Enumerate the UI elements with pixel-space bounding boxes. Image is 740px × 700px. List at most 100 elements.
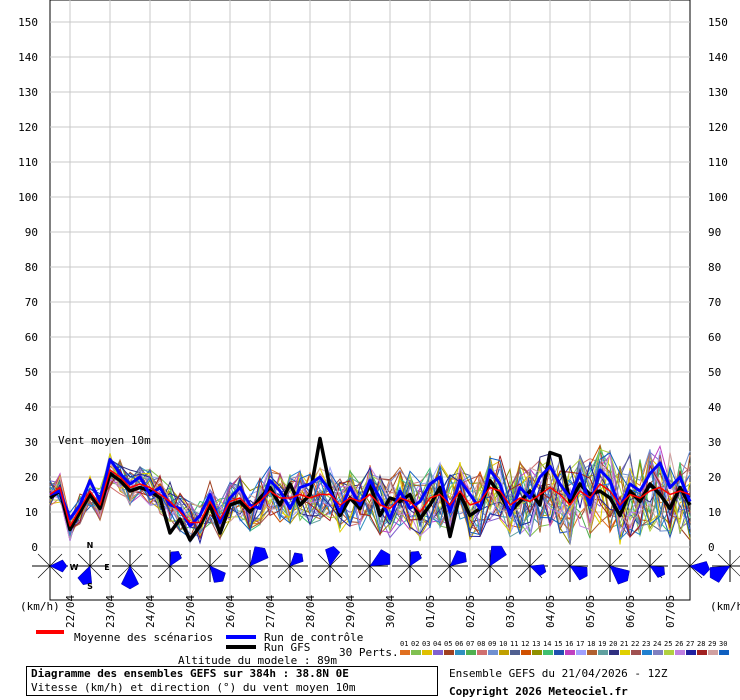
wind-petal xyxy=(489,545,507,567)
compass-letter: W xyxy=(70,563,79,572)
member-swatch xyxy=(576,650,586,655)
y-tick-label-right: 140 xyxy=(708,51,728,64)
x-tick-label: 06/05 xyxy=(624,595,637,628)
member-swatch xyxy=(686,650,696,655)
wind-rose xyxy=(592,550,630,585)
y-tick-label-left: 0 xyxy=(31,541,38,554)
member-label: 03 xyxy=(422,640,430,648)
wind-rose xyxy=(192,550,228,583)
member-swatch xyxy=(565,650,575,655)
member-label: 15 xyxy=(554,640,562,648)
member-swatch xyxy=(697,650,707,655)
member-label: 17 xyxy=(576,640,584,648)
wind-rose xyxy=(32,550,68,582)
y-tick-label-right: 0 xyxy=(708,541,715,554)
wind-petal xyxy=(369,549,391,567)
y-tick-label-left: 20 xyxy=(25,471,38,484)
legend-gfs-label: Run GFS xyxy=(264,641,311,654)
wind-petal xyxy=(77,565,92,586)
x-axis: 22/04 23/04 24/04 25/04 26/04 27/04 28/04 29/04… xyxy=(64,595,677,628)
member-swatch xyxy=(521,650,531,655)
member-swatch xyxy=(609,650,619,655)
y-tick-label-right: 90 xyxy=(708,226,721,239)
wind-petal xyxy=(249,546,269,567)
control-series-line xyxy=(49,458,692,528)
member-swatch xyxy=(620,650,630,655)
wind-rose xyxy=(552,550,588,582)
wind-petal xyxy=(325,546,341,567)
y-axis-right: 0 10 20 30 40 50 60 70 80 90 100 110 120 130 140 150 xyxy=(708,16,728,554)
y-tick-label-right: 30 xyxy=(708,436,721,449)
y-tick-label-right: 60 xyxy=(708,331,721,344)
member-label: 13 xyxy=(532,640,540,648)
member-label: 05 xyxy=(444,640,452,648)
y-tick-label-left: 40 xyxy=(25,401,38,414)
wind-petal xyxy=(169,551,182,567)
legend-mean-label: Moyenne des scénarios xyxy=(74,631,214,644)
x-tick-label: 29/04 xyxy=(344,595,357,628)
x-tick-label: 22/04 xyxy=(64,595,77,628)
legend: 01 02 03 04 05 06 07 08 09 10 11 12 13 14 15 16 17 18 19 20… xyxy=(36,630,729,655)
y-tick-label-left: 140 xyxy=(18,51,38,64)
member-label: 02 xyxy=(411,640,419,648)
title-line-1: Diagramme des ensembles GEFS sur 384h : … xyxy=(31,667,349,680)
legend-perts-label: 30 Perts. xyxy=(339,646,399,659)
member-label: 30 xyxy=(719,640,727,648)
member-line-24 xyxy=(49,449,691,545)
x-tick-label: 04/05 xyxy=(544,595,557,628)
main-series xyxy=(48,436,692,542)
member-label: 25 xyxy=(664,640,672,648)
wind-petal xyxy=(409,551,422,567)
y-tick-label-right: 130 xyxy=(708,86,728,99)
member-swatch xyxy=(554,650,564,655)
wind-petal xyxy=(609,565,630,585)
member-swatch xyxy=(587,650,597,655)
member-swatch xyxy=(422,650,432,655)
wind-petal xyxy=(449,550,467,567)
member-line-25 xyxy=(49,448,691,542)
altitude-label: Altitude du modele : 89m xyxy=(178,654,337,667)
wind-rose xyxy=(152,550,188,582)
y-tick-label-left: 70 xyxy=(25,296,38,309)
member-swatch xyxy=(532,650,542,655)
x-tick-label: 28/04 xyxy=(304,595,317,628)
mean-series-line xyxy=(49,469,691,527)
y-tick-label-left: 10 xyxy=(25,506,38,519)
member-swatch xyxy=(433,650,443,655)
member-label: 14 xyxy=(543,640,551,648)
wind-rose xyxy=(232,546,269,582)
member-label: 23 xyxy=(642,640,650,648)
member-swatch xyxy=(631,650,641,655)
wind-petal xyxy=(569,565,588,581)
wind-petal xyxy=(709,565,731,583)
y-tick-label-left: 130 xyxy=(18,86,38,99)
member-label: 26 xyxy=(675,640,683,648)
ensemble-info: Ensemble GEFS du 21/04/2026 - 12Z xyxy=(449,667,668,680)
member-label: 04 xyxy=(433,640,441,648)
unit-left: (km/h) xyxy=(20,600,60,613)
x-tick-label: 07/05 xyxy=(664,595,677,628)
member-label: 19 xyxy=(598,640,606,648)
x-tick-label: 05/05 xyxy=(584,595,597,628)
wind-petal xyxy=(49,559,68,573)
member-label: 01 xyxy=(400,640,408,648)
member-label: 22 xyxy=(631,640,639,648)
y-tick-label-left: 80 xyxy=(25,261,38,274)
compass-letter: N xyxy=(87,541,94,550)
member-label: 16 xyxy=(565,640,573,648)
y-tick-label-right: 150 xyxy=(708,16,728,29)
title-line-2: Vitesse (km/h) et direction (°) du vent … xyxy=(31,681,356,694)
y-tick-label-right: 70 xyxy=(708,296,721,309)
wind-rose xyxy=(272,550,308,582)
member-swatch xyxy=(510,650,520,655)
y-tick-label-left: 30 xyxy=(25,436,38,449)
wind-rose xyxy=(112,550,148,590)
y-tick-label-right: 40 xyxy=(708,401,721,414)
member-swatch xyxy=(477,650,487,655)
wind-rose xyxy=(312,546,348,582)
wind-rose xyxy=(432,550,468,582)
y-tick-label-left: 50 xyxy=(25,366,38,379)
member-label: 20 xyxy=(609,640,617,648)
compass-letter: E xyxy=(104,563,109,572)
